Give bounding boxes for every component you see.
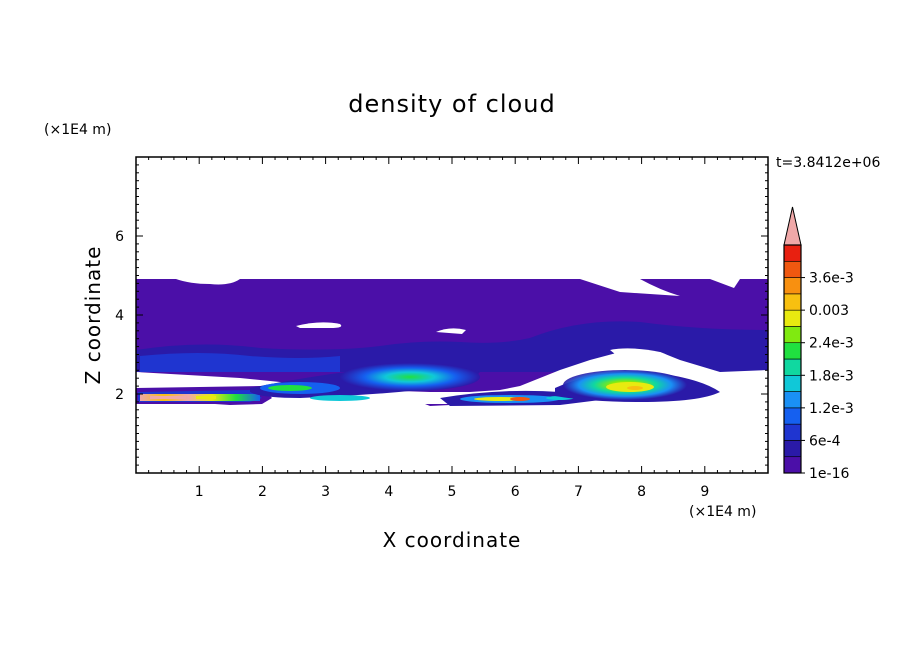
colorbar-label: 6e-4 [809, 433, 841, 449]
colorbar-label: 1.2e-3 [809, 401, 854, 417]
colorbar-swatch [783, 244, 802, 262]
colorbar-swatch [783, 423, 802, 441]
time-label: t=3.8412e+06 [776, 155, 880, 171]
colorbar-label: 3.6e-3 [809, 271, 854, 287]
x-tick-label: 9 [700, 484, 709, 500]
colorbar-swatch [783, 293, 802, 311]
y-tick-label: 6 [115, 229, 124, 245]
x-axis-title: X coordinate [383, 528, 522, 552]
band-2 [340, 363, 480, 391]
colorbar-swatch [783, 309, 802, 327]
colorbar-label: 1.8e-3 [809, 368, 854, 384]
colorbar-swatch [783, 326, 802, 344]
x-tick-label: 8 [637, 484, 646, 500]
axis-ticks [135, 156, 769, 474]
colorbar-swatch [783, 342, 802, 360]
colorbar: 1e-16 6e-4 1.2e-3 1.8e-3 2.4e-3 0.003 3.6e-3 [783, 206, 854, 482]
x-tick-label: 7 [574, 484, 583, 500]
colorbar-label: 2.4e-3 [809, 336, 854, 352]
y-tick-label: 4 [115, 308, 124, 324]
heatmap-field [136, 279, 768, 406]
colorbar-swatch [783, 358, 802, 376]
colorbar-overflow-triangle [783, 206, 802, 246]
x-tick-label: 2 [258, 484, 267, 500]
y-unit-label: (×1E4 m) [44, 122, 111, 138]
x-tick-label: 3 [321, 484, 330, 500]
y-tick-label: 2 [115, 387, 124, 403]
colorbar-label: 0.003 [809, 303, 849, 319]
colorbar-swatch [783, 407, 802, 425]
chart-title: density of cloud [348, 90, 555, 118]
x-tick-label: 4 [384, 484, 393, 500]
colorbar-swatch [783, 456, 802, 474]
x-unit-label: (×1E4 m) [689, 504, 756, 520]
colorbar-swatch [783, 277, 802, 295]
colorbar-swatch [783, 440, 802, 458]
tick-labels: 1 2 3 4 5 6 7 8 9 2 4 6 [115, 229, 709, 500]
y-axis-title: Z coordinate [81, 246, 105, 385]
x-tick-label: 5 [448, 484, 457, 500]
colorbar-label: 1e-16 [809, 466, 849, 482]
x-tick-label: 6 [511, 484, 520, 500]
colorbar-swatch [783, 374, 802, 392]
colorbar-swatch [783, 391, 802, 409]
x-tick-label: 1 [195, 484, 204, 500]
colorbar-frame [783, 244, 802, 474]
colorbar-swatch [783, 260, 802, 278]
